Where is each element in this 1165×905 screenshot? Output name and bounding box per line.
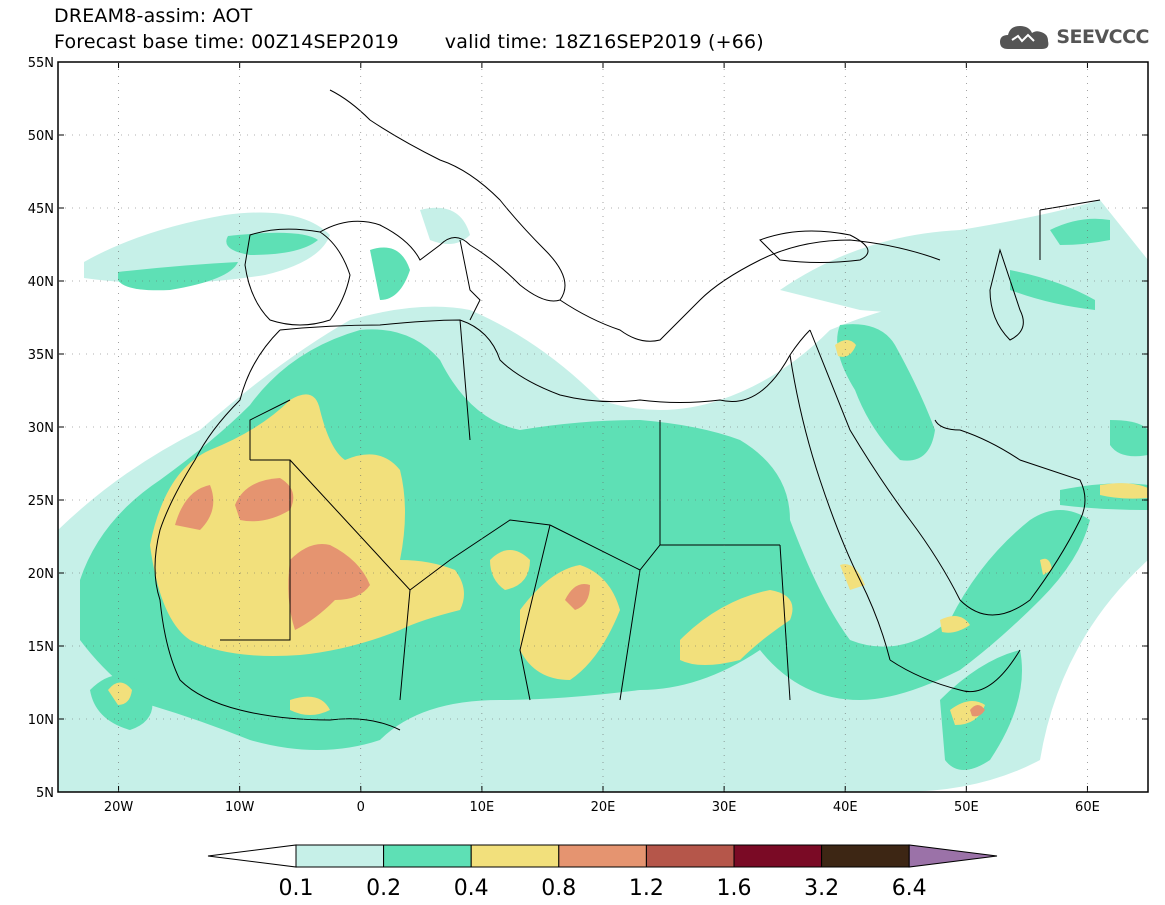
colorbar-label: 0.4 <box>454 876 489 901</box>
colorbar-swatch <box>645 844 735 868</box>
lat-tick-label: 5N <box>36 786 54 801</box>
lat-tick-label: 25N <box>28 494 54 509</box>
base-time: Forecast base time: 00Z14SEP2019 <box>54 31 399 53</box>
time-info: Forecast base time: 00Z14SEP2019 valid ti… <box>54 32 764 52</box>
colorbar-under-triangle <box>207 844 297 868</box>
colorbar-label: 0.1 <box>279 876 314 901</box>
lat-tick-label: 40N <box>28 275 54 290</box>
lat-axis: 5N 10N 15N 20N 25N 30N 35N 40N 45N 50N 55N <box>28 56 1148 801</box>
seevccc-logo: SEEVCCC <box>998 22 1149 52</box>
lat-tick-label: 35N <box>28 348 54 363</box>
lon-tick-label: 60E <box>1075 800 1100 815</box>
aot-level-1.2 <box>175 478 985 717</box>
aot-level-0.8 <box>108 340 1148 725</box>
lat-tick-label: 50N <box>28 129 54 144</box>
lat-tick-label: 30N <box>28 421 54 436</box>
lon-tick-label: 20W <box>104 800 134 815</box>
colorbar-label: 0.2 <box>366 876 401 901</box>
valid-time: valid time: 18Z16SEP2019 (+66) <box>444 31 764 53</box>
colorbar-swatch <box>383 844 472 868</box>
lon-tick-label: 10W <box>225 800 255 815</box>
logo-text: SEEVCCC <box>1056 26 1149 48</box>
colorbar-label: 3.2 <box>804 876 839 901</box>
lat-tick-label: 20N <box>28 567 54 582</box>
cloud-icon <box>1000 26 1049 49</box>
colorbar-swatch <box>295 844 385 868</box>
aot-contours <box>58 200 1148 792</box>
lon-tick-label: 10E <box>470 800 495 815</box>
lat-tick-label: 45N <box>28 202 54 217</box>
lat-tick-label: 15N <box>28 640 54 655</box>
lon-tick-label: 20E <box>591 800 616 815</box>
lon-tick-label: 50E <box>954 800 979 815</box>
colorbar-swatch <box>558 844 647 868</box>
coastlines <box>154 89 1101 731</box>
lat-tick-label: 55N <box>28 56 54 71</box>
lon-tick-label: 40E <box>833 800 858 815</box>
colorbar: 0.1 0.2 0.4 0.8 1.2 1.6 3.2 6.4 <box>207 844 998 901</box>
colorbar-swatch <box>733 844 823 868</box>
colorbar-over-triangle <box>908 844 998 868</box>
lon-axis: 20W 10W 0 10E 20E 30E 40E 50E 60E <box>104 62 1100 815</box>
colorbar-label: 6.4 <box>892 876 927 901</box>
map-title: DREAM8-assim: AOT <box>54 5 253 27</box>
colorbar-swatch <box>821 844 910 868</box>
lon-tick-label: 30E <box>712 800 737 815</box>
colorbar-label: 1.2 <box>629 876 664 901</box>
colorbar-swatch <box>470 844 560 868</box>
colorbar-label: 0.8 <box>541 876 576 901</box>
colorbar-label: 1.6 <box>717 876 752 901</box>
lon-tick-label: 0 <box>357 800 365 815</box>
lat-tick-label: 10N <box>28 713 54 728</box>
